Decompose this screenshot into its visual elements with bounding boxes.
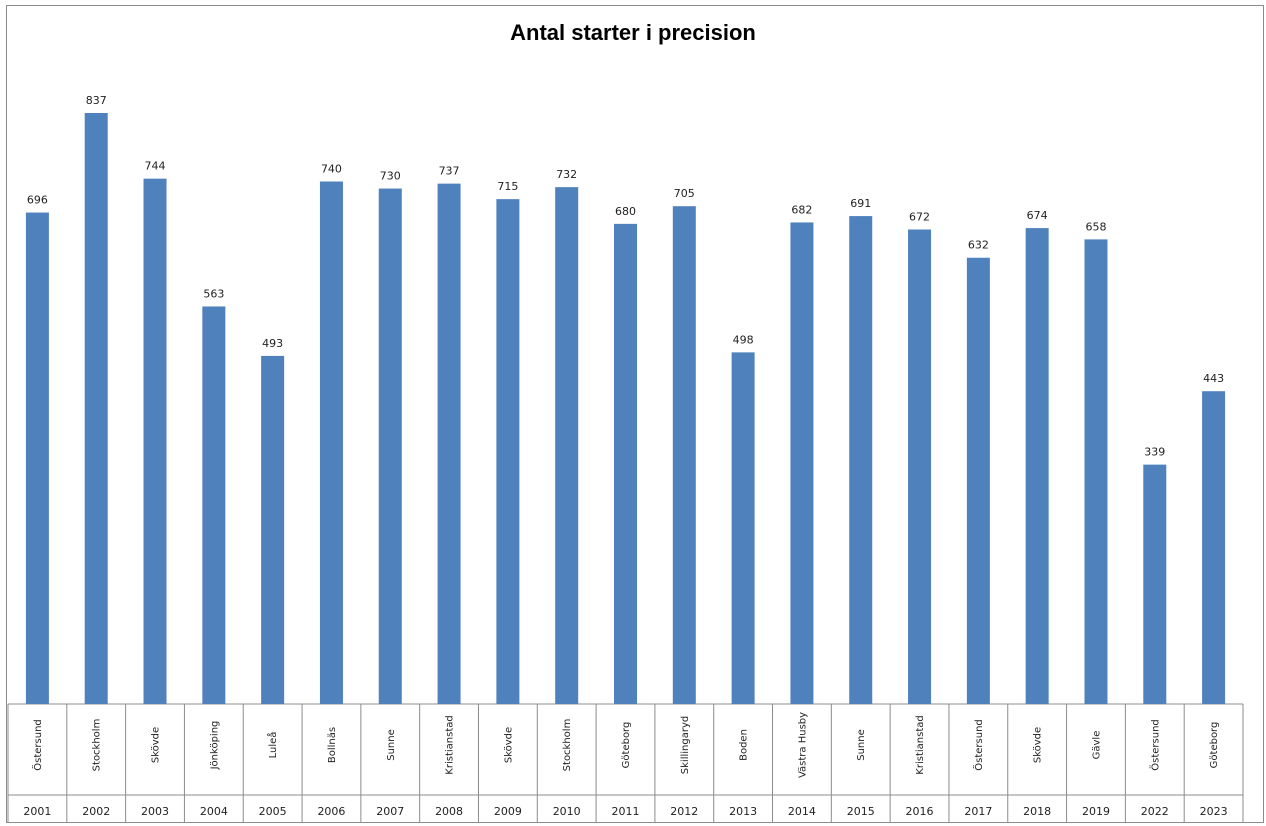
bar [555,187,579,705]
year-tick-label: 2003 [141,805,169,818]
year-tick-label: 2022 [1141,805,1169,818]
data-label: 744 [145,160,166,173]
bar [672,206,696,705]
data-label: 493 [262,337,283,350]
bar [731,352,755,704]
year-tick-label: 2009 [494,805,522,818]
bar [849,216,873,704]
bar [1084,239,1108,704]
bar [1143,464,1167,704]
year-tick-label: 2002 [82,805,110,818]
data-label: 682 [791,203,812,216]
year-tick-label: 2017 [964,805,992,818]
bar [496,199,520,704]
location-label: Stockholm [562,719,573,772]
data-label: 339 [1144,446,1165,459]
year-tick-label: 2001 [23,805,51,818]
data-label: 715 [497,180,518,193]
bar [908,229,932,704]
bar [966,257,990,704]
data-label: 632 [968,239,989,252]
bar [202,306,226,704]
location-label: Gävle [1091,731,1102,760]
year-tick-label: 2011 [612,805,640,818]
bar [25,212,49,704]
location-label: Skövde [151,727,162,763]
bar [614,223,637,704]
location-label: Stockholm [92,719,103,772]
data-label: 732 [556,168,577,181]
year-tick-label: 2007 [376,805,404,818]
chart-title: Antal starter i precision [510,20,756,45]
bar [1202,391,1226,704]
bar [143,178,167,704]
data-label: 705 [674,187,695,200]
data-label: 680 [615,205,636,218]
year-tick-label: 2013 [729,805,757,818]
data-label: 672 [909,211,930,224]
data-label: 696 [27,194,48,207]
year-tick-label: 2006 [317,805,345,818]
data-label: 443 [1203,372,1224,385]
location-label: Luleå [266,732,279,759]
year-tick-label: 2019 [1082,805,1110,818]
location-label: Östersund [1148,719,1161,771]
bar [84,113,108,704]
location-label: Boden [739,729,750,761]
location-label: Sunne [386,729,397,761]
location-label: Bollnäs [327,727,338,763]
year-tick-label: 2012 [670,805,698,818]
location-label: Sunne [856,729,867,761]
location-label: Kristianstad [915,715,926,774]
bar [1025,228,1049,704]
location-label: Kristianstad [445,715,456,774]
bar [319,181,343,705]
location-label: Skillingaryd [680,716,691,774]
location-label: Västra Husby [797,712,808,778]
location-label: Östersund [31,719,44,771]
data-label: 563 [203,287,224,300]
year-tick-label: 2023 [1200,805,1228,818]
data-label: 674 [1027,209,1048,222]
data-label: 730 [380,170,401,183]
data-label: 737 [439,165,460,178]
bar [378,188,402,704]
data-label: 691 [850,197,871,210]
data-label: 740 [321,162,342,175]
data-label: 837 [86,94,107,107]
location-label: Skövde [503,727,514,763]
year-tick-label: 2014 [788,805,816,818]
year-tick-label: 2010 [553,805,581,818]
data-label: 658 [1085,220,1106,233]
location-label: Skövde [1033,727,1044,763]
year-tick-label: 2005 [259,805,287,818]
bar [790,222,814,704]
location-label: Jönköping [209,721,220,771]
year-tick-label: 2008 [435,805,463,818]
year-tick-label: 2004 [200,805,228,818]
bar [437,183,461,704]
bar [261,355,285,704]
year-tick-label: 2015 [847,805,875,818]
location-label: Östersund [972,719,985,771]
data-label: 498 [733,333,754,346]
location-label: Göteborg [1209,722,1220,769]
location-label: Göteborg [621,722,632,769]
year-tick-label: 2016 [906,805,934,818]
year-tick-label: 2018 [1023,805,1051,818]
